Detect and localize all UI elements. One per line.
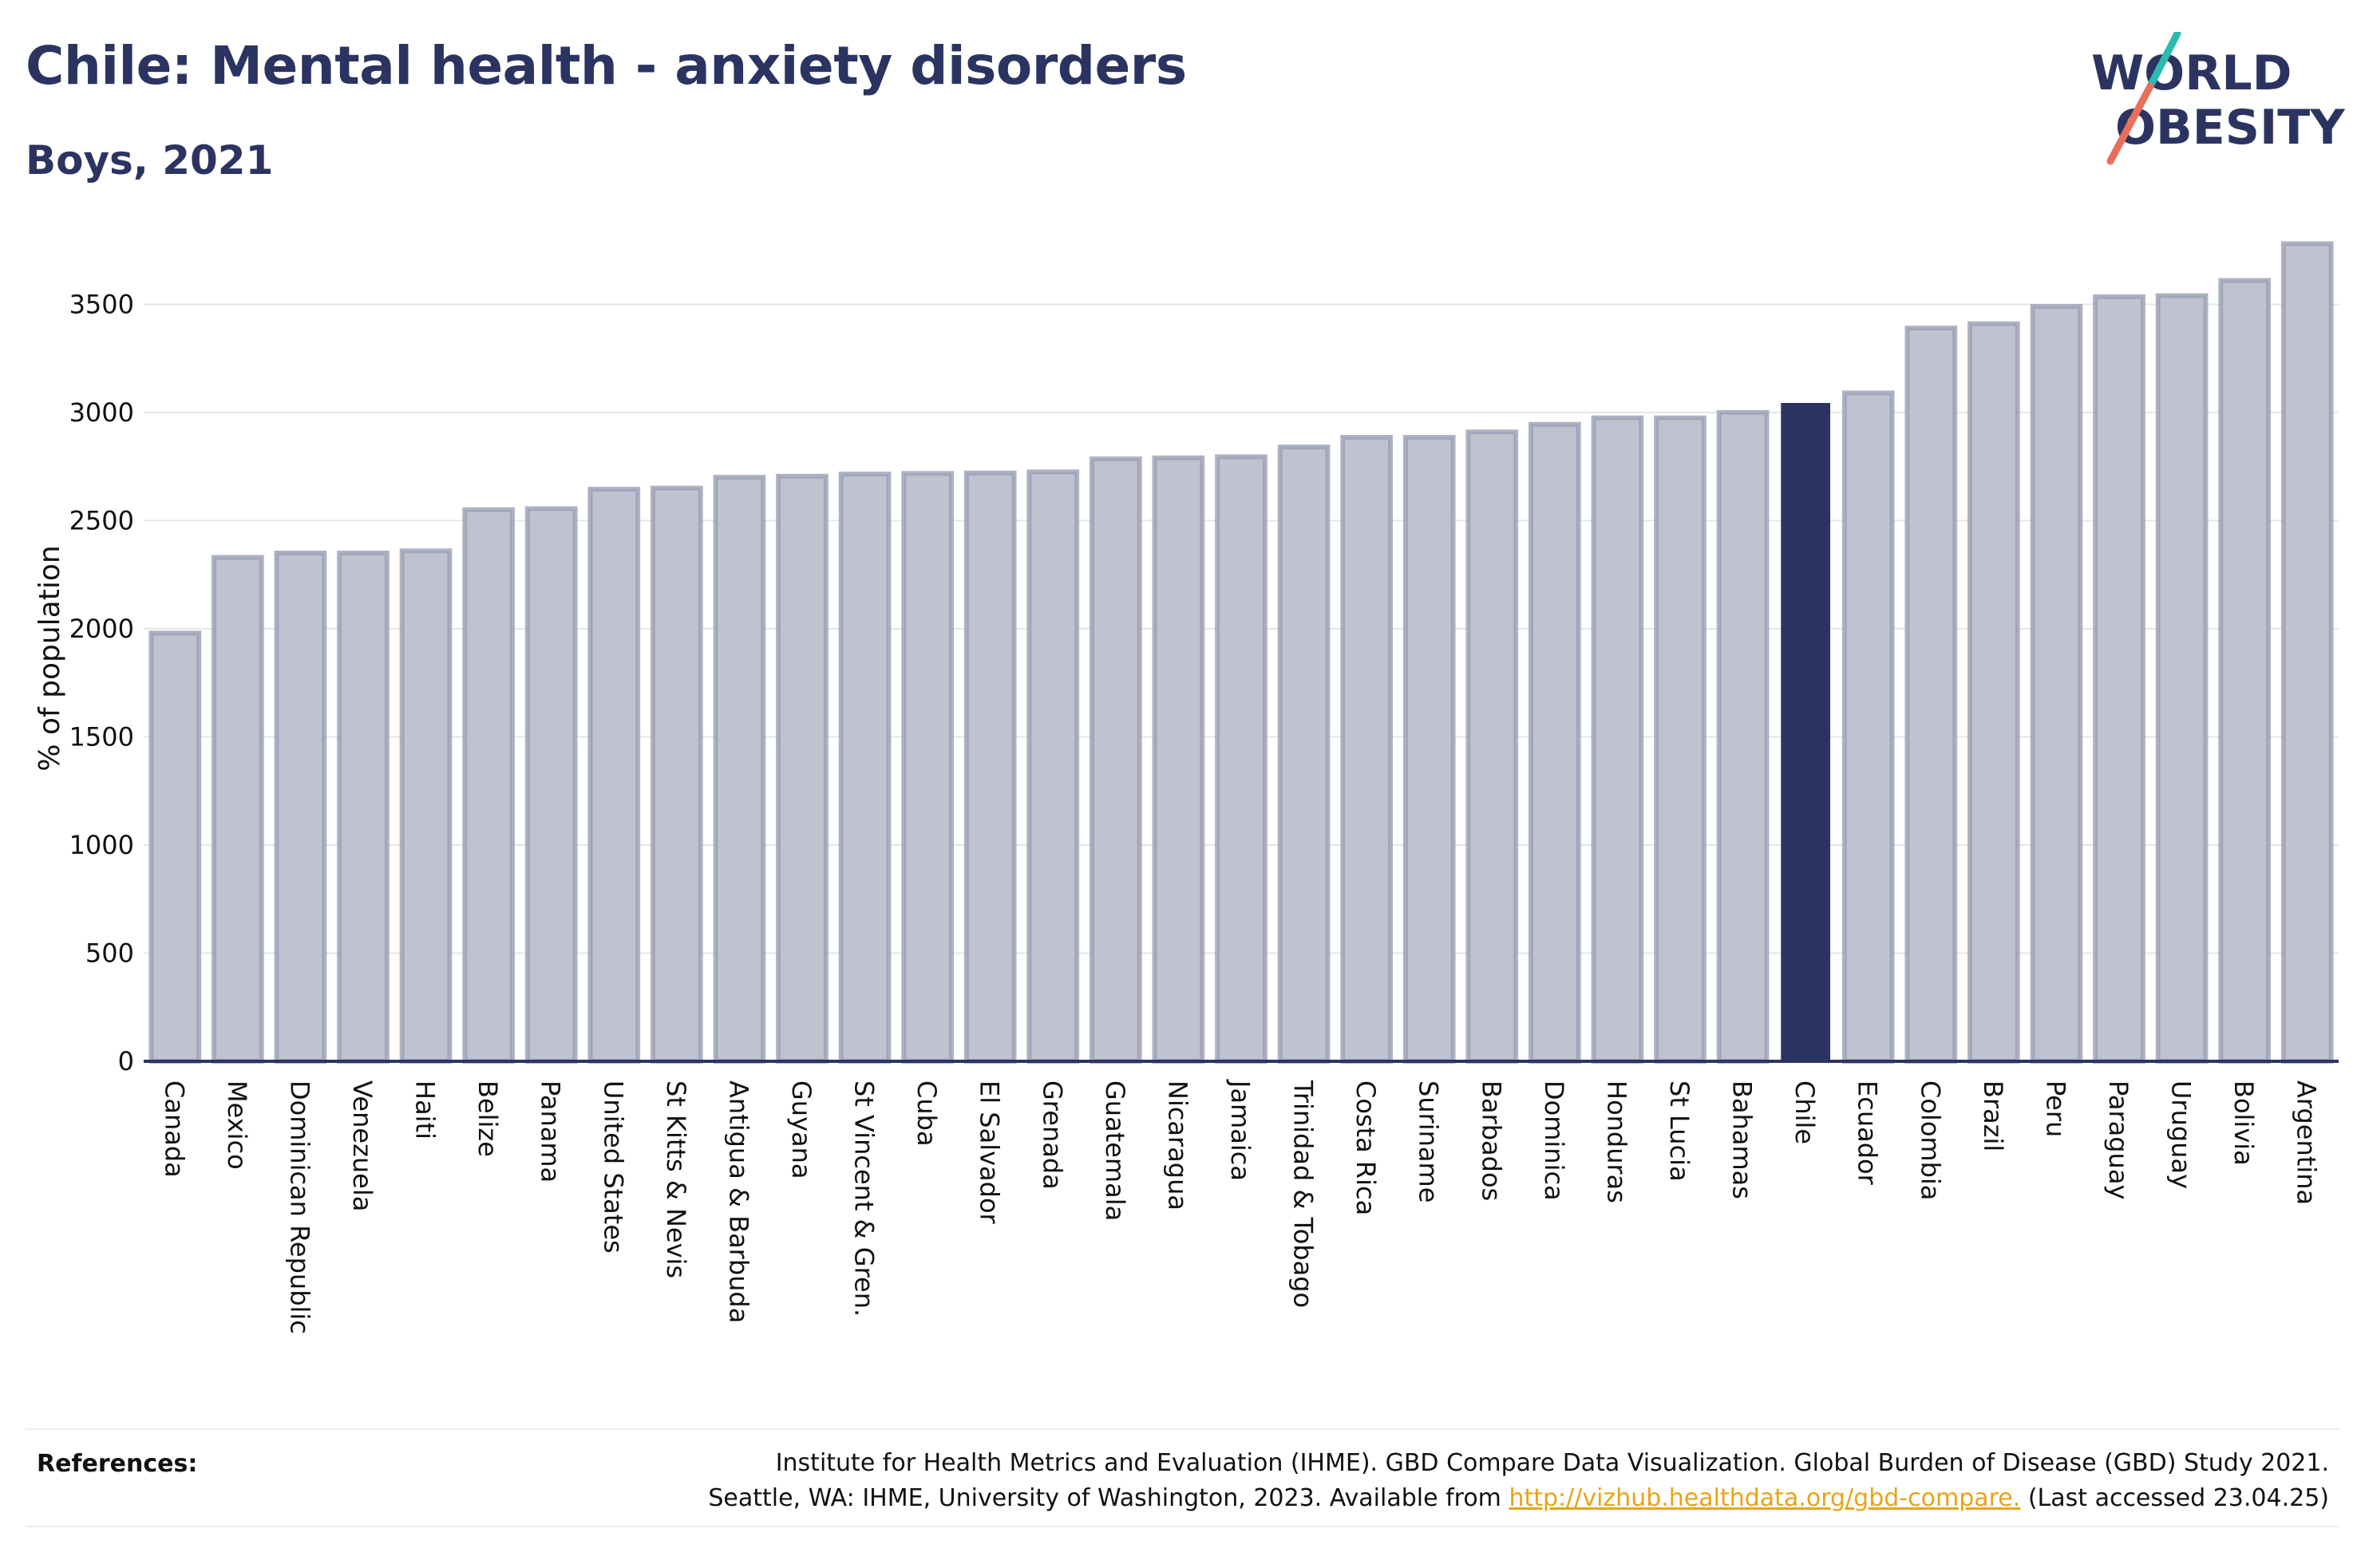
y-tick-label: 0 bbox=[118, 1046, 134, 1076]
x-tick-label: St Lucia bbox=[1664, 1080, 1695, 1182]
x-tick-label: Venezuela bbox=[347, 1080, 378, 1211]
x-tick-label: Canada bbox=[159, 1080, 189, 1178]
x-tick-label: Uruguay bbox=[2166, 1080, 2197, 1189]
bar-mexico bbox=[212, 555, 264, 1064]
chart-title: Chile: Mental health - anxiety disorders bbox=[26, 35, 1187, 97]
y-tick-label: 3000 bbox=[69, 397, 134, 428]
x-tick-label: Dominican Republic bbox=[284, 1080, 314, 1334]
logo-slash-coral bbox=[2106, 82, 2154, 165]
bar-suriname bbox=[1402, 435, 1456, 1064]
bar-ecuador bbox=[1841, 390, 1895, 1064]
bar-dominican-republic bbox=[274, 551, 327, 1064]
bar-costa-rica bbox=[1340, 435, 1394, 1064]
x-tick-label: Paraguay bbox=[2103, 1080, 2134, 1199]
bar-st-kitts-nevis bbox=[651, 485, 703, 1064]
logo-slash-teal bbox=[2146, 32, 2181, 90]
x-tick-label: Argentina bbox=[2292, 1080, 2322, 1205]
x-tick-label: Mexico bbox=[222, 1080, 252, 1170]
bar-st-lucia bbox=[1654, 415, 1706, 1064]
x-tick-label: Peru bbox=[2040, 1080, 2070, 1137]
bar-colombia bbox=[1904, 326, 1958, 1064]
bar-bolivia bbox=[2218, 278, 2271, 1064]
references-bottom-divider bbox=[26, 1526, 2340, 1527]
chart-subtitle: Boys, 2021 bbox=[26, 137, 274, 184]
bar-barbados bbox=[1465, 429, 1519, 1064]
y-tick-label: 1000 bbox=[69, 830, 134, 860]
bar-honduras bbox=[1591, 415, 1644, 1064]
x-tick-label: Guyana bbox=[786, 1080, 817, 1179]
x-tick-label: St Vincent & Gren. bbox=[849, 1080, 880, 1317]
bar-haiti bbox=[399, 548, 453, 1064]
references-text: Institute for Health Metrics and Evaluat… bbox=[493, 1446, 2329, 1516]
y-axis-title: % of population bbox=[34, 545, 66, 771]
reference-line-2-prefix: Seattle, WA: IHME, University of Washing… bbox=[708, 1484, 1509, 1512]
bar-paraguay bbox=[2093, 294, 2145, 1064]
y-tick-label: 2500 bbox=[69, 505, 134, 535]
bar-antigua-barbuda bbox=[713, 475, 766, 1064]
x-tick-label: Cuba bbox=[912, 1080, 942, 1147]
bar-st-vincent-gren- bbox=[838, 472, 892, 1064]
x-tick-label: Brazil bbox=[1978, 1080, 2008, 1151]
x-tick-label: Ecuador bbox=[1853, 1080, 1883, 1186]
x-tick-label: Haiti bbox=[410, 1080, 441, 1139]
bar-panama bbox=[524, 506, 578, 1064]
bar-chart: 0 500 1000 1500 2000 2500 3000 3500 % of populat… bbox=[34, 241, 2339, 1334]
reference-link[interactable]: http://vizhub.healthdata.org/gbd-compare… bbox=[1509, 1484, 2021, 1512]
bars bbox=[148, 241, 2334, 1064]
logo-word-world: WORLD bbox=[2091, 45, 2292, 101]
bar-chile bbox=[1781, 403, 1830, 1062]
x-tick-label: St Kitts & Nevis bbox=[661, 1080, 691, 1278]
x-tick-label: Jamaica bbox=[1225, 1079, 1256, 1181]
reference-line-1: Institute for Health Metrics and Evaluat… bbox=[775, 1449, 2329, 1477]
x-tick-label: United States bbox=[598, 1080, 628, 1254]
bar-cuba bbox=[901, 471, 955, 1064]
world-obesity-logo: WORLD OBESITY bbox=[2091, 32, 2346, 165]
x-tick-label: Trinidad & Tobago bbox=[1288, 1080, 1319, 1308]
x-tick-label: Colombia bbox=[1915, 1080, 1945, 1200]
bar-nicaragua bbox=[1152, 455, 1205, 1064]
x-tick-label: Chile bbox=[1790, 1080, 1820, 1144]
bar-argentina bbox=[2280, 241, 2334, 1064]
bar-guyana bbox=[776, 473, 829, 1064]
bar-peru bbox=[2030, 304, 2083, 1064]
bar-bahamas bbox=[1716, 409, 1770, 1064]
bar-grenada bbox=[1026, 469, 1080, 1064]
bar-canada bbox=[148, 630, 202, 1064]
category-labels: Canada Mexico Dominican Republic Venezuela H… bbox=[159, 1079, 2321, 1334]
bar-brazil bbox=[1968, 321, 2020, 1064]
references-label: References: bbox=[37, 1450, 198, 1478]
x-tick-label: Grenada bbox=[1037, 1080, 1067, 1190]
x-tick-label: Guatemala bbox=[1100, 1080, 1130, 1221]
reference-line-2: Seattle, WA: IHME, University of Washing… bbox=[493, 1481, 2329, 1516]
x-tick-label: Antigua & Barbuda bbox=[723, 1080, 753, 1323]
y-tick-label: 3500 bbox=[69, 289, 134, 319]
x-tick-label: Bahamas bbox=[1727, 1080, 1758, 1199]
x-tick-label: Bolivia bbox=[2229, 1080, 2259, 1166]
bar-united-states bbox=[587, 487, 641, 1064]
bar-venezuela bbox=[337, 551, 390, 1064]
bar-belize bbox=[462, 507, 515, 1064]
reference-line-2-suffix: (Last accessed 23.04.25) bbox=[2020, 1484, 2329, 1512]
y-tick-label: 1500 bbox=[69, 721, 134, 752]
references-top-divider bbox=[26, 1428, 2340, 1430]
bar-trinidad-tobago bbox=[1277, 444, 1331, 1064]
bar-dominica bbox=[1529, 421, 1581, 1064]
logo-word-obesity: OBESITY bbox=[2115, 100, 2346, 156]
x-tick-label: Costa Rica bbox=[1351, 1080, 1381, 1215]
x-tick-label: Dominica bbox=[1539, 1080, 1569, 1201]
x-tick-label: Barbados bbox=[1476, 1080, 1506, 1201]
y-tick-label: 500 bbox=[85, 938, 134, 968]
x-tick-label: Suriname bbox=[1414, 1080, 1444, 1203]
y-tick-label: 2000 bbox=[69, 614, 134, 644]
x-tick-label: Nicaragua bbox=[1162, 1080, 1192, 1211]
bar-jamaica bbox=[1215, 454, 1268, 1064]
bar-guatemala bbox=[1090, 456, 1142, 1064]
x-tick-label: Panama bbox=[536, 1080, 566, 1183]
bar-uruguay bbox=[2155, 293, 2209, 1064]
x-tick-label: El Salvador bbox=[975, 1080, 1005, 1225]
x-tick-label: Belize bbox=[473, 1080, 503, 1157]
x-tick-label: Honduras bbox=[1601, 1080, 1631, 1203]
axes: 0 500 1000 1500 2000 2500 3000 3500 % of populat… bbox=[34, 289, 2339, 1076]
bar-el-salvador bbox=[963, 470, 1017, 1064]
